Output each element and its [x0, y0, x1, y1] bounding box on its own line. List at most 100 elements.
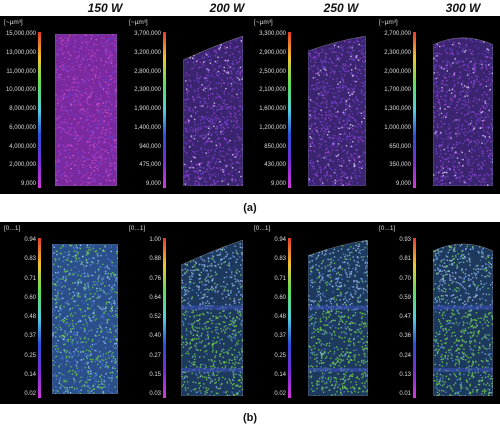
tick-label: 350,000 — [389, 162, 411, 169]
tick-label: 0.15 — [149, 371, 161, 378]
unit-label: [~µm³] — [129, 19, 148, 26]
tick-label: 0.01 — [399, 391, 411, 397]
row-a-pore-volume: [~µm³] 15,000,000 13,000,000 11,000,000 10,… — [0, 16, 500, 194]
unit-label: [0...1] — [4, 225, 21, 232]
panel-a-200w: [~µm³] 3,700,000 3,200,000 2,800,000 2,300,… — [125, 16, 250, 194]
tick-label: 0.60 — [24, 294, 36, 301]
tick-label: 0.60 — [274, 294, 286, 301]
tick-label: 0.93 — [399, 237, 411, 243]
panel-a-150w: [~µm³] 15,000,000 13,000,000 11,000,000 10,… — [0, 16, 125, 194]
tick-label: 2,800,000 — [134, 68, 161, 75]
tick-label: 430,000 — [264, 162, 286, 169]
tick-label: 2,300,000 — [134, 87, 161, 94]
panel-b-300w: [0...1] 0.93 0.81 0.70 0.59 0.47 0.36 0.24 0.13… — [375, 222, 500, 404]
tick-label: 2,900,000 — [259, 49, 286, 56]
colorbar — [163, 32, 166, 188]
tick-label: 3,200,000 — [134, 49, 161, 56]
tick-label: 2,700,000 — [384, 31, 411, 37]
tick-label: 0.48 — [274, 314, 286, 320]
colorbar — [288, 238, 291, 398]
unit-label: [0...1] — [379, 225, 396, 232]
tick-label: 0.70 — [399, 275, 411, 282]
sample-render — [308, 240, 368, 396]
header-250w: 250 W — [323, 1, 359, 15]
tick-label: 9,000 — [20, 181, 36, 187]
tick-label: 3,300,000 — [259, 31, 286, 37]
sample-render — [308, 36, 366, 186]
tick-label: 15,000,000 — [5, 31, 36, 37]
tick-label: 1,200,000 — [259, 124, 286, 131]
tick-label: 0.36 — [399, 333, 411, 340]
tick-label: 8,000,000 — [9, 106, 36, 112]
tick-label: 0.25 — [274, 352, 286, 359]
tick-label: 1,600,000 — [259, 106, 286, 112]
unit-label: [~µm³] — [254, 19, 273, 26]
tick-label: 475,000 — [139, 162, 161, 169]
header-300w: 300 W — [445, 1, 481, 15]
tick-label: 0.52 — [149, 314, 161, 320]
row-a-label: (a) — [243, 202, 257, 214]
sample-render — [433, 243, 493, 396]
tick-label: 2,300,000 — [384, 49, 411, 56]
header-200w: 200 W — [209, 1, 245, 15]
colorbar — [413, 32, 416, 188]
tick-label: 650,000 — [389, 143, 411, 150]
tick-label: 0.37 — [274, 333, 286, 340]
panel-a-300w: [~µm³] 2,700,000 2,300,000 2,000,000 1,700,… — [375, 16, 500, 194]
sample-render — [183, 36, 243, 186]
row-b-label: (b) — [242, 412, 258, 424]
tick-label: 2,000,000 — [9, 162, 36, 169]
tick-label: 9,000 — [395, 181, 411, 187]
tick-label: 0.88 — [149, 256, 161, 263]
unit-label: [~µm³] — [379, 19, 398, 26]
colorbar — [163, 238, 166, 398]
tick-label: 0.83 — [274, 256, 286, 263]
tick-label: 10,000,000 — [5, 87, 36, 94]
tick-label: 2,500,000 — [259, 68, 286, 75]
tick-label: 0.13 — [399, 371, 411, 378]
tick-label: 1,900,000 — [134, 106, 161, 112]
panel-b-250w: [0...1] 0.94 0.83 0.71 0.60 0.48 0.37 0.25 0.14… — [250, 222, 375, 404]
tick-label: 4,000,000 — [9, 143, 36, 150]
panel-a-250w: [~µm³] 3,300,000 2,900,000 2,500,000 2,100,… — [250, 16, 375, 194]
tick-label: 2,100,000 — [259, 87, 286, 94]
tick-label: 1,700,000 — [384, 87, 411, 94]
tick-label: 1.00 — [149, 237, 161, 243]
tick-label: 0.76 — [149, 275, 161, 282]
tick-label: 0.27 — [149, 352, 161, 359]
tick-label: 940,000 — [139, 143, 161, 150]
tick-label: 3,700,000 — [134, 31, 161, 37]
tick-label: 0.94 — [24, 237, 36, 243]
tick-label: 9,000 — [145, 181, 161, 187]
tick-label: 0.25 — [24, 352, 36, 359]
tick-label: 0.94 — [274, 237, 286, 243]
unit-label: [~µm³] — [4, 19, 23, 26]
tick-label: 0.14 — [24, 371, 36, 378]
tick-label: 13,000,000 — [5, 49, 36, 56]
tick-label: 0.37 — [24, 333, 36, 340]
tick-label: 6,000,000 — [9, 124, 36, 131]
tick-label: 1,400,000 — [134, 124, 161, 131]
header-150w: 150 W — [87, 1, 123, 15]
tick-label: 11,000,000 — [6, 68, 36, 75]
tick-label: 0.14 — [274, 371, 286, 378]
sample-render — [433, 37, 493, 186]
unit-label: [0...1] — [254, 225, 271, 232]
tick-label: 0.83 — [24, 256, 36, 263]
colorbar — [288, 32, 291, 188]
tick-label: 0.81 — [399, 256, 411, 263]
colorbar — [38, 238, 41, 398]
tick-label: 9,000 — [270, 181, 286, 187]
tick-label: 1,300,000 — [384, 106, 411, 112]
tick-label: 0.02 — [24, 391, 36, 397]
tick-label: 0.03 — [149, 391, 161, 397]
tick-label: 0.48 — [24, 314, 36, 320]
tick-label: 0.59 — [399, 294, 411, 301]
tick-label: 0.40 — [149, 333, 161, 340]
tick-label: 2,000,000 — [384, 68, 411, 75]
panel-b-200w: [0...1] 1.00 0.88 0.76 0.64 0.52 0.40 0.27 0.15… — [125, 222, 250, 404]
tick-label: 0.24 — [399, 352, 411, 359]
colorbar — [38, 32, 41, 188]
sample-render — [181, 240, 243, 396]
tick-label: 0.71 — [274, 275, 286, 282]
